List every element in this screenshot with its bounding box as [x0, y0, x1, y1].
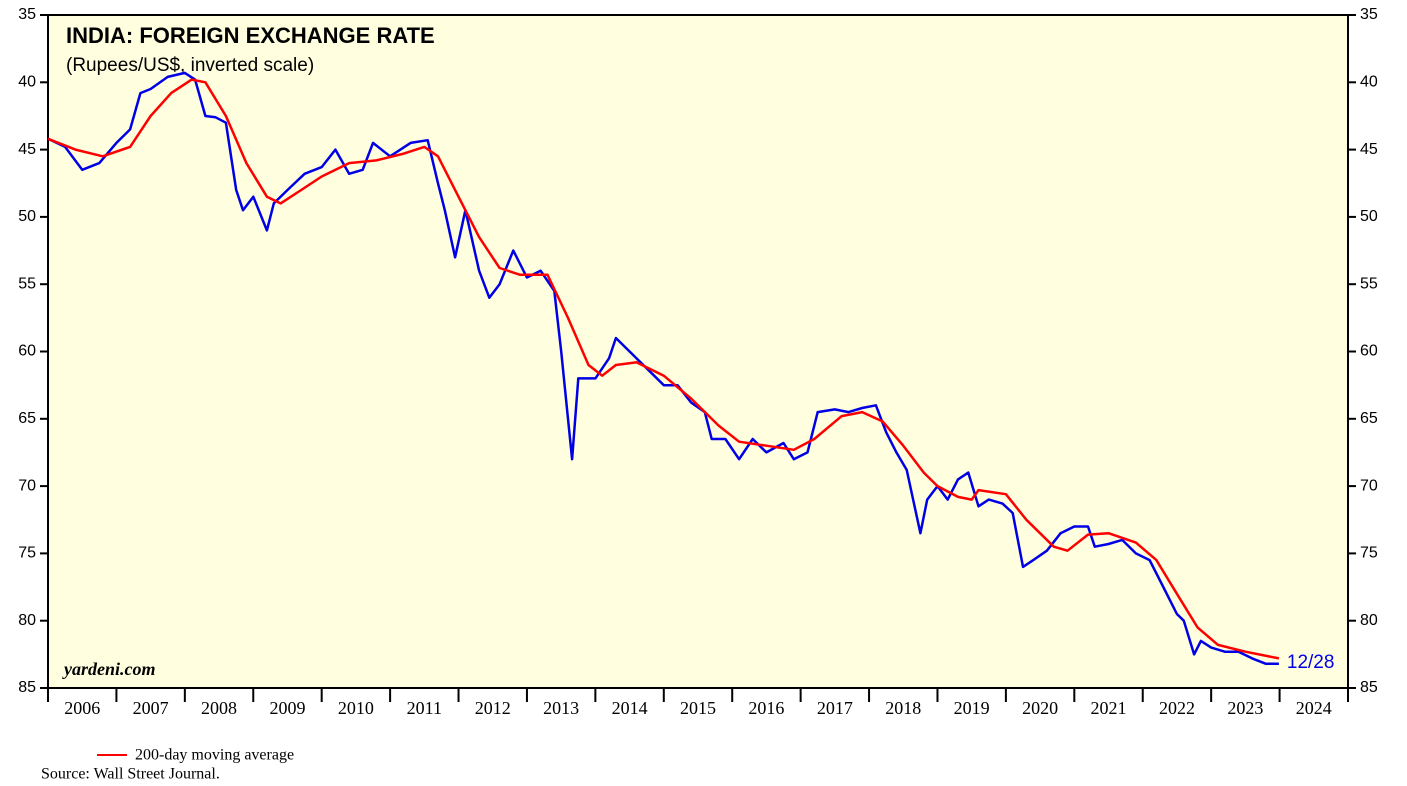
y2-tick-label: 40 — [1360, 74, 1378, 91]
y-tick-label: 40 — [18, 74, 36, 91]
y2-tick-label: 80 — [1360, 612, 1378, 629]
y-tick-label: 65 — [18, 410, 36, 427]
chart-title: INDIA: FOREIGN EXCHANGE RATE — [66, 23, 435, 48]
x-tick-label: 2011 — [407, 698, 442, 718]
y2-tick-label: 60 — [1360, 343, 1378, 360]
x-tick-label: 2012 — [475, 698, 511, 718]
x-tick-label: 2017 — [817, 698, 853, 718]
y-tick-label: 60 — [18, 343, 36, 360]
x-tick-label: 2023 — [1227, 698, 1263, 718]
chart-subtitle: (Rupees/US$, inverted scale) — [66, 55, 314, 76]
x-tick-label: 2010 — [338, 698, 374, 718]
y2-tick-label: 55 — [1360, 275, 1378, 292]
x-tick-label: 2006 — [64, 698, 100, 718]
x-tick-label: 2021 — [1091, 698, 1127, 718]
end-label: 12/28 — [1287, 652, 1335, 673]
y2-tick-label: 65 — [1360, 410, 1378, 427]
x-tick-label: 2018 — [885, 698, 921, 718]
series-line — [47, 78, 1280, 660]
y-tick-label: 80 — [18, 612, 36, 629]
x-tick-label: 2020 — [1022, 698, 1058, 718]
x-tick-label: 2013 — [543, 698, 579, 718]
y-tick-label: 50 — [18, 208, 36, 225]
x-tick-label: 2019 — [954, 698, 990, 718]
y2-tick-label: 50 — [1360, 208, 1378, 225]
y2-tick-label: 45 — [1360, 141, 1378, 158]
x-tick-label: 2015 — [680, 698, 716, 718]
y-tick-label: 45 — [18, 141, 36, 158]
y-tick-label: 55 — [18, 275, 36, 292]
y2-tick-label: 70 — [1360, 477, 1378, 494]
x-tick-label: 2007 — [133, 698, 169, 718]
series-line — [47, 71, 1279, 666]
legend-label: 200-day moving average — [135, 747, 294, 764]
x-tick-label: 2008 — [201, 698, 237, 718]
plot-area — [47, 14, 1349, 689]
y-tick-label: 75 — [18, 545, 36, 562]
x-tick-label: 2024 — [1296, 698, 1332, 718]
x-tick-label: 2009 — [269, 698, 305, 718]
y2-tick-label: 35 — [1360, 6, 1378, 23]
x-tick-label: 2022 — [1159, 698, 1195, 718]
y2-tick-label: 85 — [1360, 679, 1378, 696]
source-note: Source: Wall Street Journal. — [41, 766, 220, 783]
watermark: yardeni.com — [62, 659, 156, 679]
y-tick-label: 70 — [18, 477, 36, 494]
y-tick-label: 85 — [18, 679, 36, 696]
y2-tick-label: 75 — [1360, 545, 1378, 562]
x-tick-label: 2014 — [612, 698, 648, 718]
y-tick-label: 35 — [18, 6, 36, 23]
x-tick-label: 2016 — [748, 698, 784, 718]
